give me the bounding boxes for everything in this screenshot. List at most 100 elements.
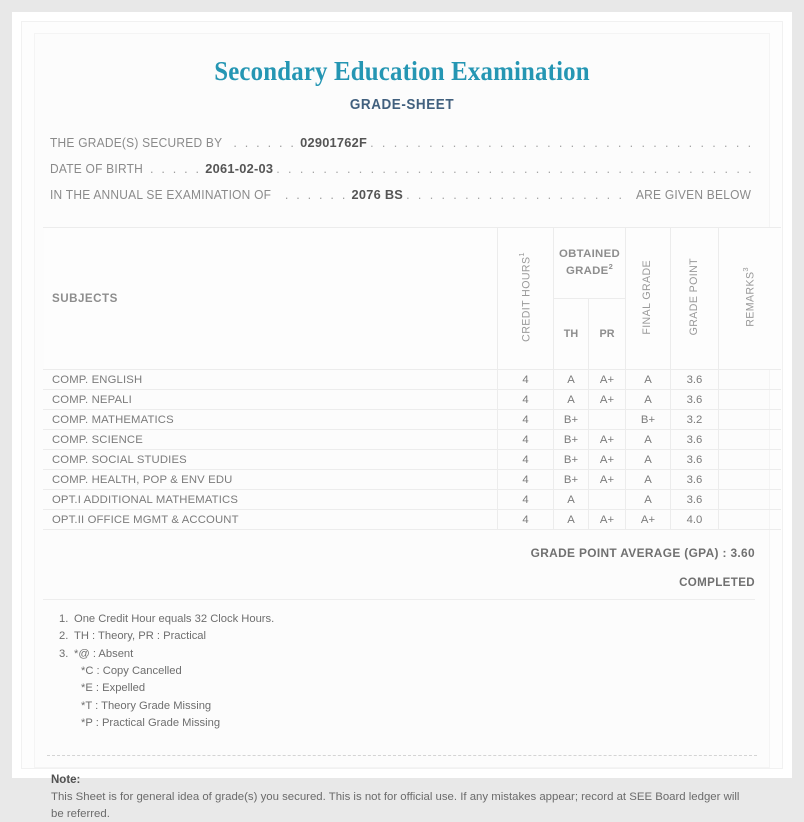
cell-grade-point: 3.6 <box>670 469 719 490</box>
page-title: Secondary Education Examination <box>214 56 590 86</box>
grades-table: SUBJECTS CREDIT HOURS1 OBTAINED GRADE2 F… <box>43 227 781 530</box>
cell-subject: COMP. HEALTH, POP & ENV EDU <box>43 469 498 490</box>
table-row: COMP. SOCIAL STUDIES 4 B+ A+ A 3.6 <box>43 449 781 470</box>
footnote-3-sub-4: *P : Practical Grade Missing <box>81 717 221 730</box>
cell-practical-grade: A+ <box>588 429 626 450</box>
grades-table-body: COMP. ENGLISH 4 A A+ A 3.6 COMP. NEPALI 4 A A+ A 3.… <box>43 369 781 530</box>
info-dots-leading-1: . . . . . . <box>233 136 297 150</box>
grades-table-head: SUBJECTS CREDIT HOURS1 OBTAINED GRADE2 F… <box>43 227 781 370</box>
cell-practical-grade <box>588 409 626 430</box>
cell-final-grade: A+ <box>625 509 671 530</box>
info-dots-trailing-2: . . . . . . . . . . . . . . . . . . . . … <box>276 162 754 176</box>
cell-theory-grade: B+ <box>553 429 589 450</box>
cell-credit-hours: 4 <box>497 369 554 390</box>
white-page: Secondary Education Examination GRADE-SH… <box>12 12 792 820</box>
cell-subject: COMP. SCIENCE <box>43 429 498 450</box>
cell-subject: COMP. NEPALI <box>43 389 498 410</box>
footnote-item-3: 3. *@ : Absent <box>59 646 761 663</box>
page-frame: Secondary Education Examination GRADE-SH… <box>12 12 792 820</box>
cell-credit-hours: 4 <box>497 469 554 490</box>
column-header-final-grade: FINAL GRADE <box>625 227 671 370</box>
info-label-grades-secured-by: THE GRADE(S) SECURED BY <box>50 136 223 150</box>
cell-grade-point: 3.6 <box>670 389 719 410</box>
cell-final-grade: A <box>625 469 671 490</box>
cell-subject: COMP. SOCIAL STUDIES <box>43 449 498 470</box>
table-row: OPT.I ADDITIONAL MATHEMATICS 4 A A 3.6 <box>43 489 781 510</box>
cell-credit-hours: 4 <box>497 389 554 410</box>
column-header-obtained-grade-text: OBTAINED GRADE <box>558 247 621 277</box>
info-dots-leading-3: . . . . . . <box>284 188 348 202</box>
info-dots-trailing-3: . . . . . . . . . . . . . . . . . . . . … <box>406 188 630 202</box>
column-header-remarks-text: REMARKS3 <box>741 267 757 327</box>
page-subtitle: GRADE-SHEET <box>349 97 455 113</box>
footnote-1-text: One Credit Hour equals 32 Clock Hours. <box>74 613 275 625</box>
cell-final-grade: A <box>625 389 671 410</box>
footnote-item-1: 1. One Credit Hour equals 32 Clock Hours… <box>59 611 761 628</box>
cell-remarks <box>718 449 781 470</box>
cell-theory-grade: A <box>553 489 589 510</box>
table-row: COMP. HEALTH, POP & ENV EDU 4 B+ A+ A 3.6 <box>43 469 781 490</box>
footnote-3-text: *@ : Absent <box>74 647 134 660</box>
cell-practical-grade: A+ <box>588 389 626 410</box>
grades-header-row-2: TH PR <box>44 298 781 370</box>
cell-practical-grade: A+ <box>588 449 626 470</box>
table-row: COMP. SCIENCE 4 B+ A+ A 3.6 <box>43 429 781 450</box>
table-row: OPT.II OFFICE MGMT & ACCOUNT 4 A A+ A+ 4.0 <box>43 509 781 530</box>
cell-theory-grade: A <box>553 509 589 530</box>
info-dots-leading-2: . . . . . <box>149 162 202 176</box>
student-info-block: THE GRADE(S) SECURED BY . . . . . . 0290… <box>43 135 761 213</box>
info-label-examination-year: IN THE ANNUAL SE EXAMINATION OF <box>50 188 272 202</box>
cell-grade-point: 4.0 <box>670 509 719 530</box>
column-header-credit-hours-text: CREDIT HOURS1 <box>517 252 533 342</box>
cell-grade-point: 3.6 <box>670 489 719 510</box>
footnote-1-number: 1. <box>59 613 69 625</box>
cell-final-grade: A <box>625 489 671 510</box>
grades-header-row-1: SUBJECTS CREDIT HOURS1 OBTAINED GRADE2 F… <box>43 227 781 370</box>
cell-remarks <box>718 409 781 430</box>
table-row: COMP. NEPALI 4 A A+ A 3.6 <box>43 389 781 410</box>
info-line-grades-secured-by: THE GRADE(S) SECURED BY . . . . . . 0290… <box>50 135 754 161</box>
grade-sheet-card: Secondary Education Examination GRADE-SH… <box>21 21 783 820</box>
column-header-final-grade-text: FINAL GRADE <box>641 259 654 335</box>
footnotes-block: 1. One Credit Hour equals 32 Clock Hours… <box>43 611 761 733</box>
cell-practical-grade: A+ <box>588 369 626 390</box>
cell-practical-grade: A+ <box>588 469 626 490</box>
column-header-theory: TH <box>553 298 589 370</box>
column-header-grade-point-text: GRADE POINT <box>687 258 700 336</box>
column-header-credit-hours: CREDIT HOURS1 <box>497 227 554 370</box>
info-value-symbol-number: 02901762F <box>300 135 368 150</box>
info-tail-are-given-below: ARE GIVEN BELOW <box>635 188 751 202</box>
result-status: COMPLETED <box>43 576 755 600</box>
info-value-examination-year: 2076 BS <box>351 187 404 202</box>
table-row: COMP. MATHEMATICS 4 B+ B+ 3.2 <box>43 409 781 430</box>
cell-grade-point: 3.6 <box>670 429 719 450</box>
cell-credit-hours: 4 <box>497 489 554 510</box>
note-block: Note: This Sheet is for general idea of … <box>43 756 761 822</box>
cell-credit-hours: 4 <box>497 409 554 430</box>
cell-subject: OPT.II OFFICE MGMT & ACCOUNT <box>43 509 498 530</box>
footnote-3-sub-1: *C : Copy Cancelled <box>81 665 182 678</box>
footnote-3-number: 3. <box>59 647 69 660</box>
cell-remarks <box>718 489 781 510</box>
cell-credit-hours: 4 <box>497 509 554 530</box>
cell-remarks <box>718 389 781 410</box>
column-header-subjects: SUBJECTS <box>43 227 498 370</box>
footnote-3-sub-2: *E : Expelled <box>81 682 146 695</box>
cell-subject: COMP. ENGLISH <box>43 369 498 390</box>
cell-theory-grade: B+ <box>553 469 589 490</box>
cell-theory-grade: A <box>553 369 589 390</box>
cell-final-grade: A <box>625 369 671 390</box>
cell-practical-grade: A+ <box>588 509 626 530</box>
cell-subject: COMP. MATHEMATICS <box>43 409 498 430</box>
cell-grade-point: 3.2 <box>670 409 719 430</box>
cell-credit-hours: 4 <box>497 429 554 450</box>
cell-grade-point: 3.6 <box>670 369 719 390</box>
gpa-line: GRADE POINT AVERAGE (GPA) : 3.60 <box>530 546 755 560</box>
info-line-examination-year: IN THE ANNUAL SE EXAMINATION OF . . . . … <box>50 187 754 213</box>
info-line-date-of-birth: DATE OF BIRTH . . . . . 2061-02-03 . . .… <box>50 161 754 187</box>
column-header-obtained-grade: OBTAINED GRADE2 <box>553 227 626 299</box>
column-header-obtained-grade-sup: 2 <box>608 262 614 272</box>
footnote-2-text: TH : Theory, PR : Practical <box>74 630 207 643</box>
footnote-3-sub-3: *T : Theory Grade Missing <box>81 699 212 712</box>
column-header-remarks: REMARKS3 <box>718 227 781 370</box>
